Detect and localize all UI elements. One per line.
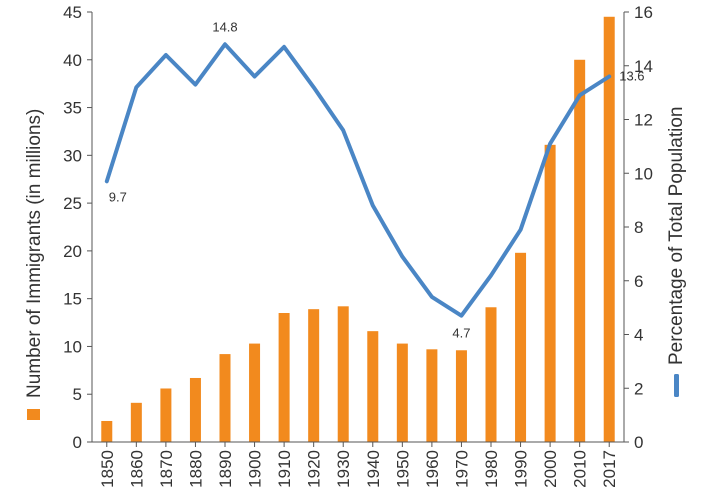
left-tick-label: 5 — [73, 385, 82, 404]
right-tick-label: 6 — [634, 272, 643, 291]
x-tick-label: 1980 — [482, 450, 501, 488]
x-tick-label: 1850 — [98, 450, 117, 488]
x-tick-label: 1870 — [157, 450, 176, 488]
bar — [396, 343, 408, 442]
right-axis-title-group: Percentage of Total Population — [666, 107, 687, 397]
line-annotation: 4.7 — [452, 326, 470, 341]
bar — [603, 16, 615, 443]
right-axis-ticks: 0 2 4 6 8 10 12 14 16 — [624, 3, 653, 452]
right-tick-label: 14 — [634, 57, 653, 76]
left-axis-title-group: Number of Immigrants (in millions) — [24, 109, 45, 420]
bar — [515, 252, 527, 442]
right-axis-title: Percentage of Total Population — [666, 107, 687, 365]
bar-legend-marker — [27, 409, 40, 420]
left-tick-label: 25 — [63, 194, 82, 213]
left-tick-label: 15 — [63, 290, 82, 309]
x-tick-label: 1860 — [127, 450, 146, 488]
left-tick-label: 10 — [63, 337, 82, 356]
right-tick-label: 12 — [634, 111, 653, 130]
bar — [367, 331, 379, 442]
x-tick-label: 1880 — [186, 450, 205, 488]
x-tick-label: 2010 — [571, 450, 590, 488]
bar — [249, 343, 261, 442]
bar-series — [101, 16, 615, 443]
bar — [308, 309, 320, 442]
bar — [455, 350, 467, 442]
left-tick-label: 30 — [63, 146, 82, 165]
x-tick-label: 1940 — [364, 450, 383, 488]
left-tick-label: 40 — [63, 51, 82, 70]
right-tick-label: 0 — [634, 433, 643, 452]
right-tick-label: 8 — [634, 218, 643, 237]
x-tick-label: 2000 — [541, 450, 560, 488]
bar — [574, 59, 586, 443]
bar — [485, 307, 497, 442]
bar — [544, 144, 556, 443]
bar — [337, 306, 349, 442]
line-annotations: 9.7 14.8 4.7 13.6 — [109, 19, 645, 340]
bar — [101, 420, 113, 442]
bar — [278, 313, 290, 442]
x-tick-label: 1950 — [393, 450, 412, 488]
bar — [189, 377, 201, 442]
left-axis-ticks: 0 5 10 15 20 25 30 35 40 45 — [63, 3, 92, 452]
line-legend-marker — [674, 374, 679, 397]
x-tick-label: 1890 — [216, 450, 235, 488]
line-annotation: 13.6 — [619, 69, 644, 84]
line-annotation: 14.8 — [212, 19, 237, 34]
x-tick-label: 1910 — [275, 450, 294, 488]
x-axis-ticks: 1850 1860 1870 1880 1890 1900 1910 1920 1930 1940… — [98, 442, 619, 488]
right-tick-label: 16 — [634, 3, 653, 22]
left-axis-title: Number of Immigrants (in millions) — [24, 109, 45, 398]
bar — [160, 388, 172, 442]
line-annotation: 9.7 — [109, 189, 127, 204]
x-tick-label: 1990 — [512, 450, 531, 488]
left-tick-label: 20 — [63, 242, 82, 261]
percentage-line — [104, 42, 612, 318]
x-tick-label: 1920 — [305, 450, 324, 488]
left-tick-label: 45 — [63, 3, 82, 22]
bar — [130, 402, 142, 442]
x-tick-label: 1970 — [452, 450, 471, 488]
x-tick-label: 1900 — [246, 450, 265, 488]
left-tick-label: 0 — [73, 433, 82, 452]
x-tick-label: 2017 — [600, 450, 619, 488]
x-tick-label: 1960 — [423, 450, 442, 488]
bar — [219, 354, 231, 442]
bar — [426, 349, 438, 442]
right-tick-label: 2 — [634, 379, 643, 398]
left-tick-label: 35 — [63, 99, 82, 118]
x-tick-label: 1930 — [334, 450, 353, 488]
right-tick-label: 4 — [634, 326, 643, 345]
right-tick-label: 10 — [634, 164, 653, 183]
